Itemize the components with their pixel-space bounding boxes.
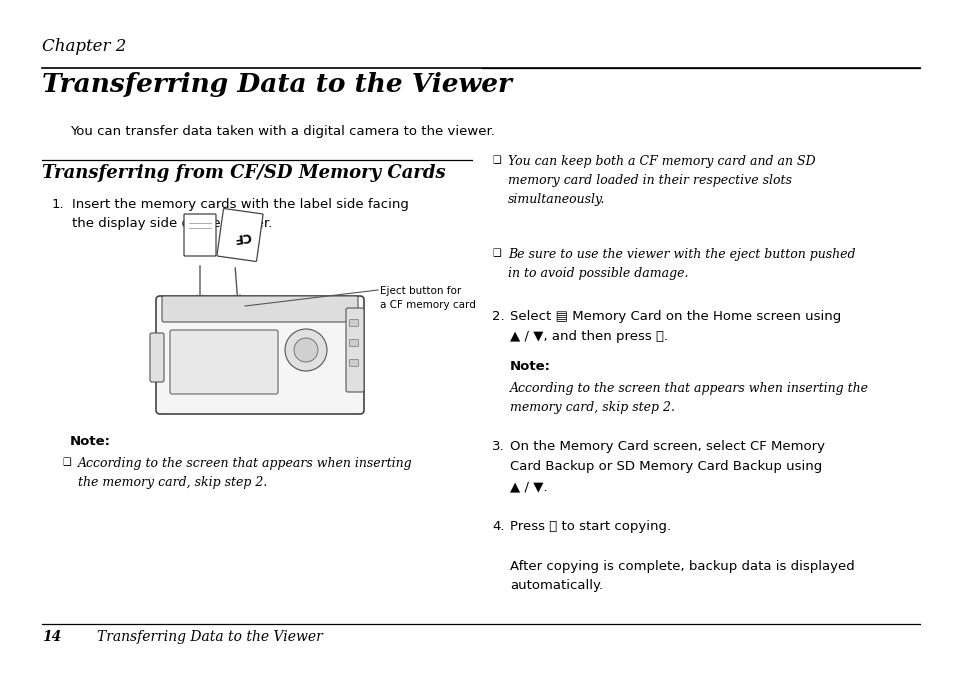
FancyBboxPatch shape [216,208,263,262]
Text: ❑: ❑ [492,248,500,258]
Text: 3.: 3. [492,440,504,453]
FancyBboxPatch shape [162,296,357,322]
Text: Press ⓞ to start copying.: Press ⓞ to start copying. [510,520,670,533]
FancyBboxPatch shape [150,333,164,382]
Circle shape [294,338,317,362]
Text: Transferring Data to the Viewer: Transferring Data to the Viewer [97,630,322,644]
Text: Be sure to use the viewer with the eject button pushed
in to avoid possible dama: Be sure to use the viewer with the eject… [507,248,855,280]
FancyBboxPatch shape [184,214,215,256]
Text: According to the screen that appears when inserting the
memory card, skip step 2: According to the screen that appears whe… [510,382,868,414]
FancyBboxPatch shape [156,296,364,414]
Text: Transferring Data to the Viewer: Transferring Data to the Viewer [42,72,512,97]
Text: Transferring from CF/SD Memory Cards: Transferring from CF/SD Memory Cards [42,164,445,182]
Text: ▲ / ▼.: ▲ / ▼. [510,480,547,493]
Text: You can keep both a CF memory card and an SD
memory card loaded in their respect: You can keep both a CF memory card and a… [507,155,815,206]
Text: ❑: ❑ [492,155,500,165]
Circle shape [285,329,327,371]
Text: 4.: 4. [492,520,504,533]
FancyBboxPatch shape [346,308,364,392]
Text: 2.: 2. [492,310,504,323]
FancyBboxPatch shape [349,359,358,367]
FancyBboxPatch shape [349,319,358,326]
Text: You can transfer data taken with a digital camera to the viewer.: You can transfer data taken with a digit… [70,125,495,138]
Text: ❑: ❑ [62,457,71,467]
Text: CF: CF [233,229,252,245]
Text: Eject button for
a CF memory card: Eject button for a CF memory card [379,286,476,310]
FancyBboxPatch shape [349,340,358,346]
Text: Card Backup or SD Memory Card Backup using: Card Backup or SD Memory Card Backup usi… [510,460,821,473]
Text: ▲ / ▼, and then press ⓞ.: ▲ / ▼, and then press ⓞ. [510,330,667,343]
Text: 1.: 1. [52,198,65,211]
Text: Note:: Note: [70,435,111,448]
Text: Note:: Note: [510,360,551,373]
Text: According to the screen that appears when inserting
the memory card, skip step 2: According to the screen that appears whe… [78,457,413,489]
Text: After copying is complete, backup data is displayed
automatically.: After copying is complete, backup data i… [510,560,854,592]
Text: Chapter 2: Chapter 2 [42,38,126,55]
Text: On the Memory Card screen, select CF Memory: On the Memory Card screen, select CF Mem… [510,440,824,453]
FancyBboxPatch shape [170,330,277,394]
Text: Select ▤ Memory Card on the Home screen using: Select ▤ Memory Card on the Home screen … [510,310,841,323]
Text: Insert the memory cards with the label side facing
the display side of the viewe: Insert the memory cards with the label s… [71,198,409,230]
Text: 14: 14 [42,630,61,644]
